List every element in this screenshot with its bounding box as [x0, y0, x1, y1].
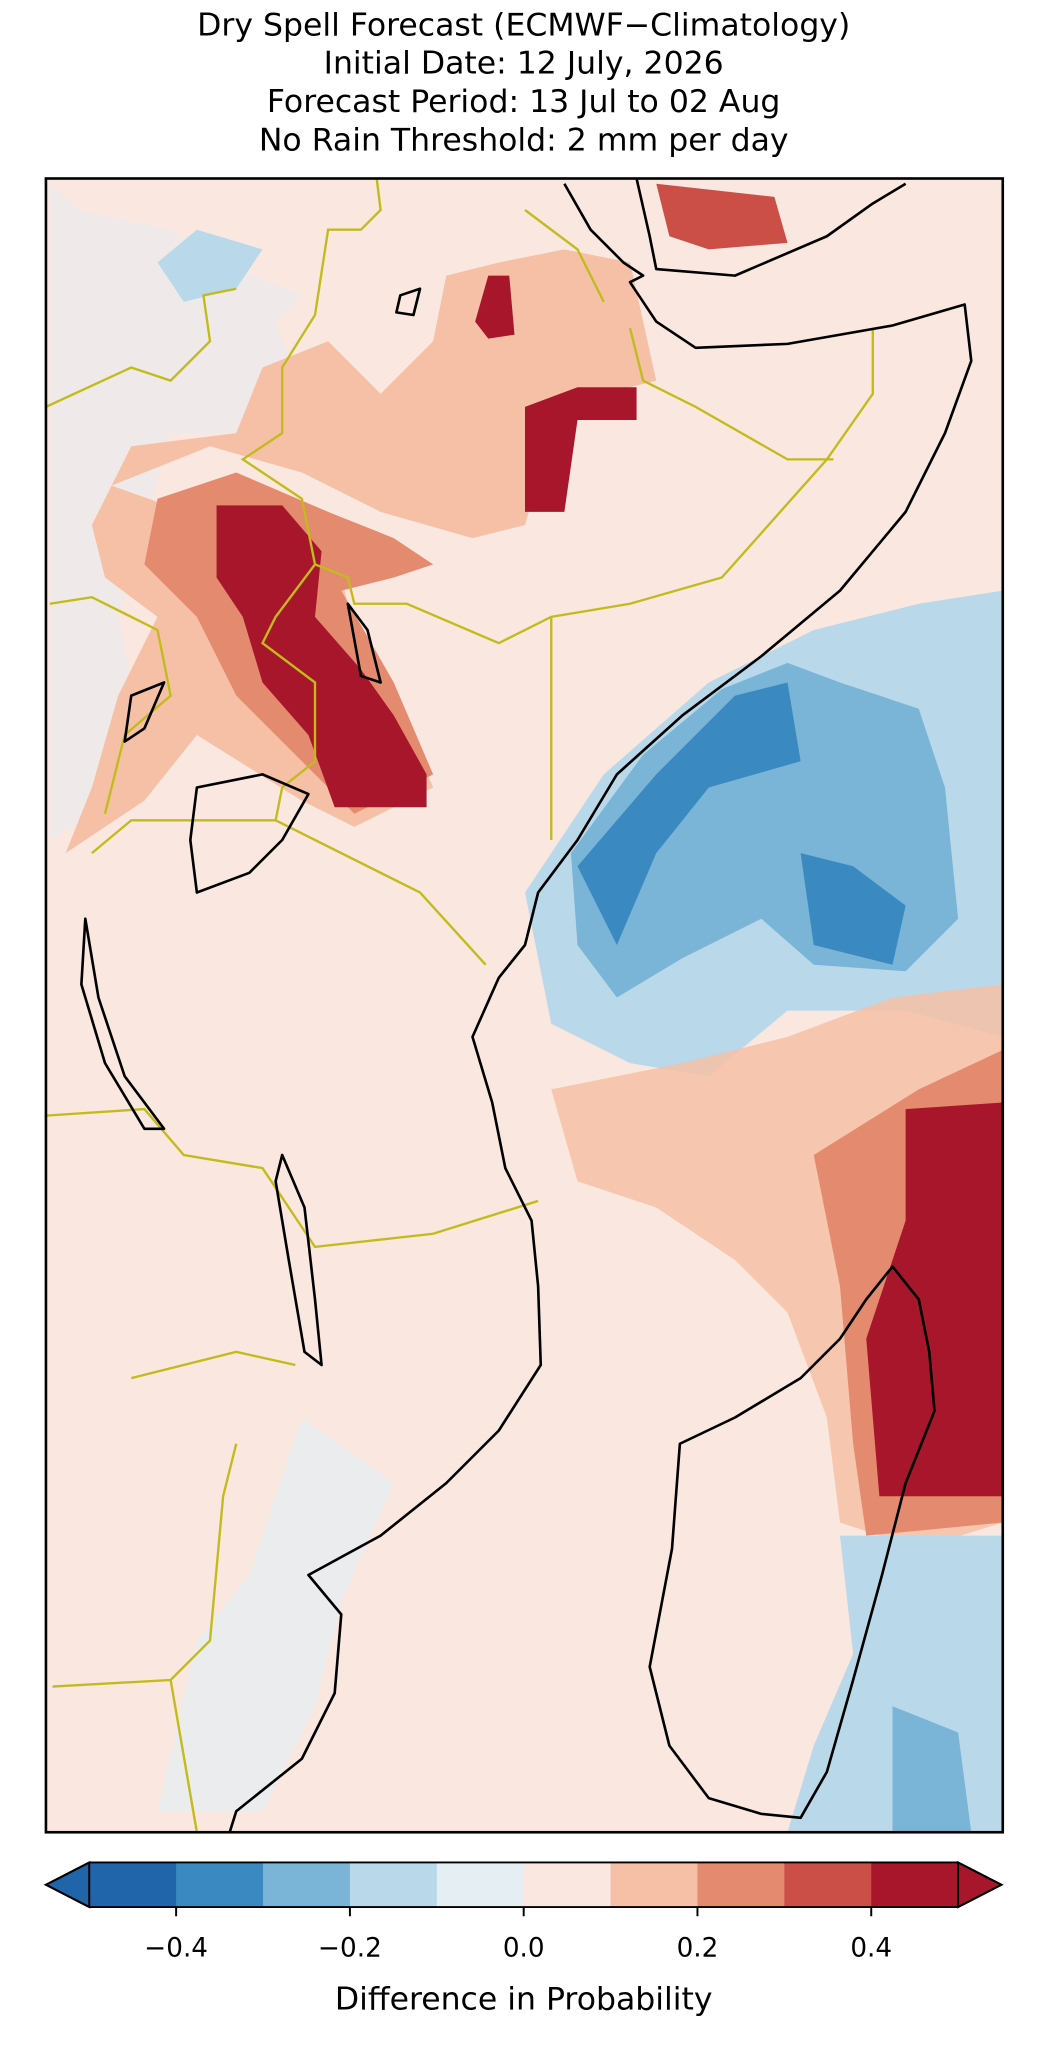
colorbar-cell — [610, 1862, 699, 1908]
colorbar-cell — [697, 1862, 786, 1908]
colorbar: −0.4 −0.2 0.0 0.2 0.4 — [43, 1860, 1004, 1964]
title-block: Dry Spell Forecast (ECMWF−Climatology)In… — [197, 7, 850, 158]
colorbar-tick-label: 0.4 — [850, 1934, 892, 1964]
shade-blue — [892, 1706, 972, 1833]
colorbar-cell — [523, 1862, 612, 1908]
title-line: Initial Date: 12 July, 2026 — [324, 46, 724, 82]
colorbar-tick-label: 0.2 — [677, 1934, 719, 1964]
lakes — [80, 287, 422, 1367]
colorbar-cell — [349, 1862, 438, 1908]
shade-dark-red — [475, 275, 515, 339]
shade-light-red — [65, 249, 657, 854]
colorbar-extend-max — [957, 1860, 1004, 1909]
shade-light-blue — [157, 1417, 394, 1812]
shade-light-blue — [49, 183, 315, 841]
shade-dark-red — [525, 387, 637, 512]
colorbar-cell — [176, 1862, 264, 1908]
title-line: Forecast Period: 13 Jul to 02 Aug — [267, 84, 781, 120]
shade-mid-blue — [800, 853, 906, 965]
map — [44, 177, 1005, 1834]
shade-blue — [157, 229, 263, 302]
colorbar-cell — [263, 1862, 351, 1908]
coastline-madagascar — [648, 1265, 936, 1820]
colorbar-cell — [89, 1862, 177, 1908]
colorbar-cell — [871, 1862, 959, 1908]
title-line: No Rain Threshold: 2 mm per day — [259, 123, 789, 159]
shade-mid-blue — [577, 682, 801, 946]
shade-dark-red — [866, 1102, 1003, 1497]
colorbar-extend-min — [43, 1860, 91, 1909]
colorbar-outline — [43, 1861, 1004, 1909]
shade-red — [656, 183, 788, 250]
colorbar-label: Difference in Probability — [335, 1981, 713, 2017]
coastline — [228, 178, 973, 1833]
map-frame — [44, 177, 1005, 1834]
country-borders — [45, 178, 874, 1833]
colorbar-tick-label: 0.0 — [503, 1934, 545, 1964]
colorbar-tick-label: −0.2 — [318, 1934, 382, 1964]
colorbar-cell — [784, 1862, 872, 1908]
colorbar-cell — [436, 1862, 525, 1908]
colorbar-tick-label: −0.4 — [144, 1934, 208, 1964]
shade-dark-red — [216, 505, 427, 808]
title-line: Dry Spell Forecast (ECMWF−Climatology) — [197, 7, 850, 43]
